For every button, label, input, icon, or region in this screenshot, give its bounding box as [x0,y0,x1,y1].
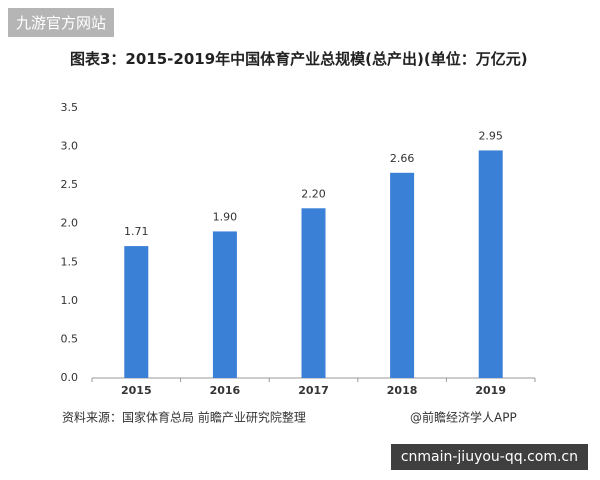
bar [124,246,149,378]
bar [301,208,326,378]
x-tick-label: 2019 [475,384,506,397]
y-tick-label: 0.0 [61,371,79,384]
site-badge: 九游官方网站 [8,8,115,37]
bar [212,231,237,378]
x-tick-label: 2015 [121,384,152,397]
y-tick-label: 3.0 [61,140,79,153]
chart-title: 图表3：2015-2019年中国体育产业总规模(总产出)(单位：万亿元) [70,50,528,68]
bar [478,150,503,378]
y-tick-label: 2.5 [61,178,79,191]
y-tick-label: 2.0 [61,217,79,230]
credit-note: @前瞻经济学人APP [410,410,517,425]
x-tick-label: 2017 [298,384,329,397]
footer-badge: cnmain-jiuyou-qq.com.cn [390,444,588,470]
value-label: 1.90 [213,210,238,223]
source-note: 资料来源：国家体育总局 前瞻产业研究院整理 [62,410,306,425]
x-tick-label: 2016 [210,384,241,397]
value-label: 1.71 [124,225,149,238]
y-tick-label: 1.0 [61,294,79,307]
value-label: 2.95 [478,129,503,142]
x-tick-label: 2018 [387,384,418,397]
bar [390,172,415,378]
y-tick-label: 3.5 [61,101,79,114]
y-tick-label: 1.5 [61,255,79,268]
value-label: 2.20 [301,187,326,200]
value-label: 2.66 [390,152,415,165]
y-tick-label: 0.5 [61,332,79,345]
